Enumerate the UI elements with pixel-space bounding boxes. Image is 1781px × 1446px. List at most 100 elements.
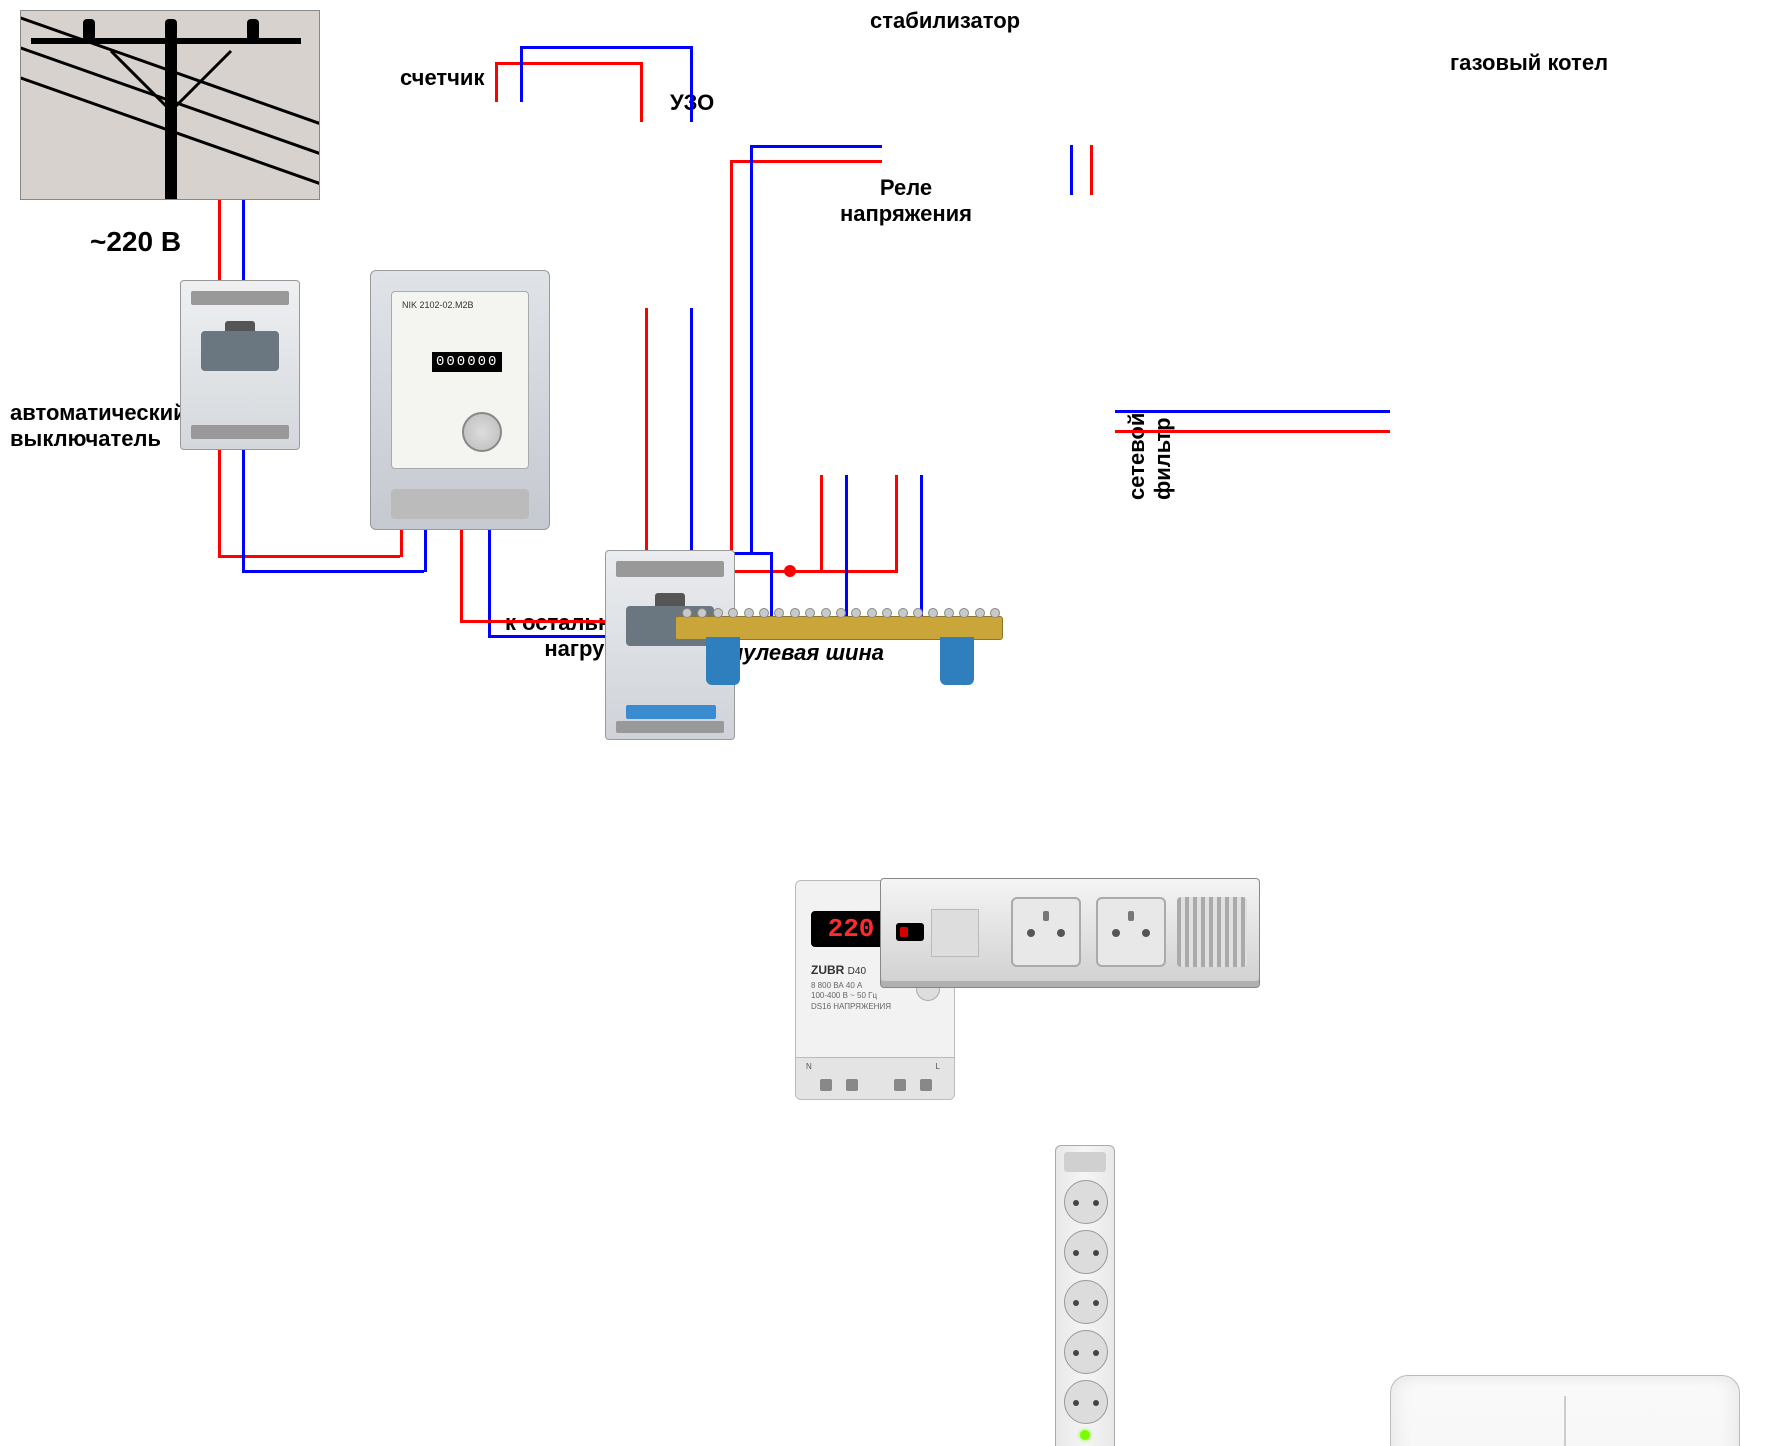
wire-meter-rcd-neutral-h xyxy=(520,46,690,49)
wire-pole-breaker-neutral xyxy=(242,200,245,280)
breaker-top-terminal xyxy=(191,291,289,305)
bus-screw xyxy=(728,608,738,618)
boiler-door-split xyxy=(1564,1396,1566,1446)
relay-brand: ZUBR D40 xyxy=(811,963,866,977)
voltage-label: ~220 В xyxy=(90,225,181,259)
wire-meter-rcd-neutral-v1 xyxy=(520,46,523,102)
stabilizer-vents xyxy=(1177,897,1247,967)
wire-relay-out-live-v xyxy=(895,475,898,573)
neutral-busbar xyxy=(675,616,1003,640)
bus-screw xyxy=(959,608,969,618)
meter-faceplate: NIK 2102-02.М2В 000000 xyxy=(391,291,529,469)
bus-screw xyxy=(882,608,892,618)
strip-socket-2 xyxy=(1064,1230,1108,1274)
gas-boiler xyxy=(1390,1375,1740,1446)
stabilizer-label-plate xyxy=(931,909,979,957)
wire-breaker-meter-live-v1 xyxy=(218,450,221,555)
rcd-test-button xyxy=(626,705,716,719)
relay-spec-line1: 8 800 ВА 40 А xyxy=(811,981,891,991)
bus-screw xyxy=(851,608,861,618)
relay-term-3 xyxy=(894,1079,906,1091)
relay-brand-name: ZUBR xyxy=(811,963,844,977)
stabilizer-label: стабилизатор xyxy=(870,8,1020,34)
breaker-bottom-terminal xyxy=(191,425,289,439)
wire-relay-stab-neutral-v xyxy=(750,145,753,552)
wire-relay-stab-live-v xyxy=(730,160,733,570)
bus-screw xyxy=(913,608,923,618)
bus-foot-left xyxy=(706,637,740,685)
stabilizer-socket-2 xyxy=(1096,897,1166,967)
bus-foot-right xyxy=(940,637,974,685)
relay-term-4 xyxy=(920,1079,932,1091)
breaker-label: автоматическийвыключатель xyxy=(10,400,187,453)
surge-protector-strip xyxy=(1055,1145,1115,1446)
neutral-bus-label: нулевая шина xyxy=(730,640,884,666)
bus-screw xyxy=(821,608,831,618)
bus-screw xyxy=(975,608,985,618)
relay-brand-suffix: D40 xyxy=(848,966,866,977)
power-pole-image xyxy=(20,10,320,200)
wire-meter-rcd-live-v2 xyxy=(640,62,643,122)
wire-rcd-down-live xyxy=(645,308,648,570)
meter-wheel xyxy=(462,412,502,452)
power-pole-svg xyxy=(21,11,320,200)
strip-led-indicator xyxy=(1080,1430,1090,1440)
voltage-relay-label: Реленапряжения xyxy=(840,175,972,228)
strip-socket-5 xyxy=(1064,1380,1108,1424)
wire-meter-rcd-neutral-v2 xyxy=(690,46,693,122)
bus-screw xyxy=(928,608,938,618)
relay-display: 220 xyxy=(811,911,891,947)
wire-meter-rcd-live-h xyxy=(495,62,640,65)
strip-socket-4 xyxy=(1064,1330,1108,1374)
meter-reading: 000000 xyxy=(432,352,502,372)
surge-filter-label: сетевойфильтр xyxy=(1124,220,1176,500)
stabilizer-socket-1 xyxy=(1011,897,1081,967)
bus-screw xyxy=(836,608,846,618)
wire-neutral-bus-v1 xyxy=(770,552,773,616)
wire-junction-relay-live-h xyxy=(789,570,821,573)
bus-screw xyxy=(867,608,877,618)
bus-screw xyxy=(774,608,784,618)
bus-screw xyxy=(944,608,954,618)
circuit-breaker xyxy=(180,280,300,450)
wire-relay-out-neutral-v xyxy=(920,475,923,616)
electricity-meter: NIK 2102-02.М2В 000000 xyxy=(370,270,550,530)
relay-term-2 xyxy=(846,1079,858,1091)
wire-pole-breaker-live xyxy=(218,200,221,280)
meter-terminal-cover xyxy=(391,489,529,519)
wire-strip-boiler-live xyxy=(1115,430,1390,433)
wire-relay-bus-neutral xyxy=(845,475,848,616)
wire-breaker-meter-neutral-v1 xyxy=(242,450,245,570)
relay-spec: 8 800 ВА 40 А 100-400 В ~ 50 Гц DS16 НАП… xyxy=(811,981,891,1012)
meter-model-text: NIK 2102-02.М2В xyxy=(402,300,474,310)
wire-relay-stab-neutral-h xyxy=(750,145,882,148)
bus-screw xyxy=(713,608,723,618)
boiler-label: газовый котел xyxy=(1450,50,1608,76)
relay-terminal-area: N L xyxy=(796,1057,954,1099)
bus-screw xyxy=(744,608,754,618)
bus-screw xyxy=(790,608,800,618)
meter-label: счетчик xyxy=(400,65,484,91)
relay-term-1 xyxy=(820,1079,832,1091)
wire-stab-strip-live xyxy=(1090,145,1093,195)
wire-junction-relay-live xyxy=(820,475,823,573)
bus-screw xyxy=(697,608,707,618)
bus-screw xyxy=(759,608,769,618)
rcd-top-terminal xyxy=(616,561,724,577)
wire-breaker-meter-live-h xyxy=(218,555,400,558)
wire-rcd-down-neutral xyxy=(690,308,693,552)
wire-breaker-meter-neutral-h xyxy=(242,570,424,573)
wire-meter-rcd-live-v1 xyxy=(495,62,498,102)
relay-spec-line3: DS16 НАПРЯЖЕНИЯ xyxy=(811,1002,891,1012)
breaker-toggle xyxy=(201,331,279,371)
strip-socket-3 xyxy=(1064,1280,1108,1324)
stabilizer-power-switch xyxy=(896,923,924,941)
relay-spec-line2: 100-400 В ~ 50 Гц xyxy=(811,991,891,1001)
relay-term-label-l: L xyxy=(936,1062,940,1071)
bus-screw xyxy=(898,608,908,618)
strip-socket-1 xyxy=(1064,1180,1108,1224)
wire-stab-strip-neutral xyxy=(1070,145,1073,195)
wire-strip-boiler-neutral xyxy=(1115,410,1390,413)
bus-screw xyxy=(990,608,1000,618)
bus-screw xyxy=(805,608,815,618)
